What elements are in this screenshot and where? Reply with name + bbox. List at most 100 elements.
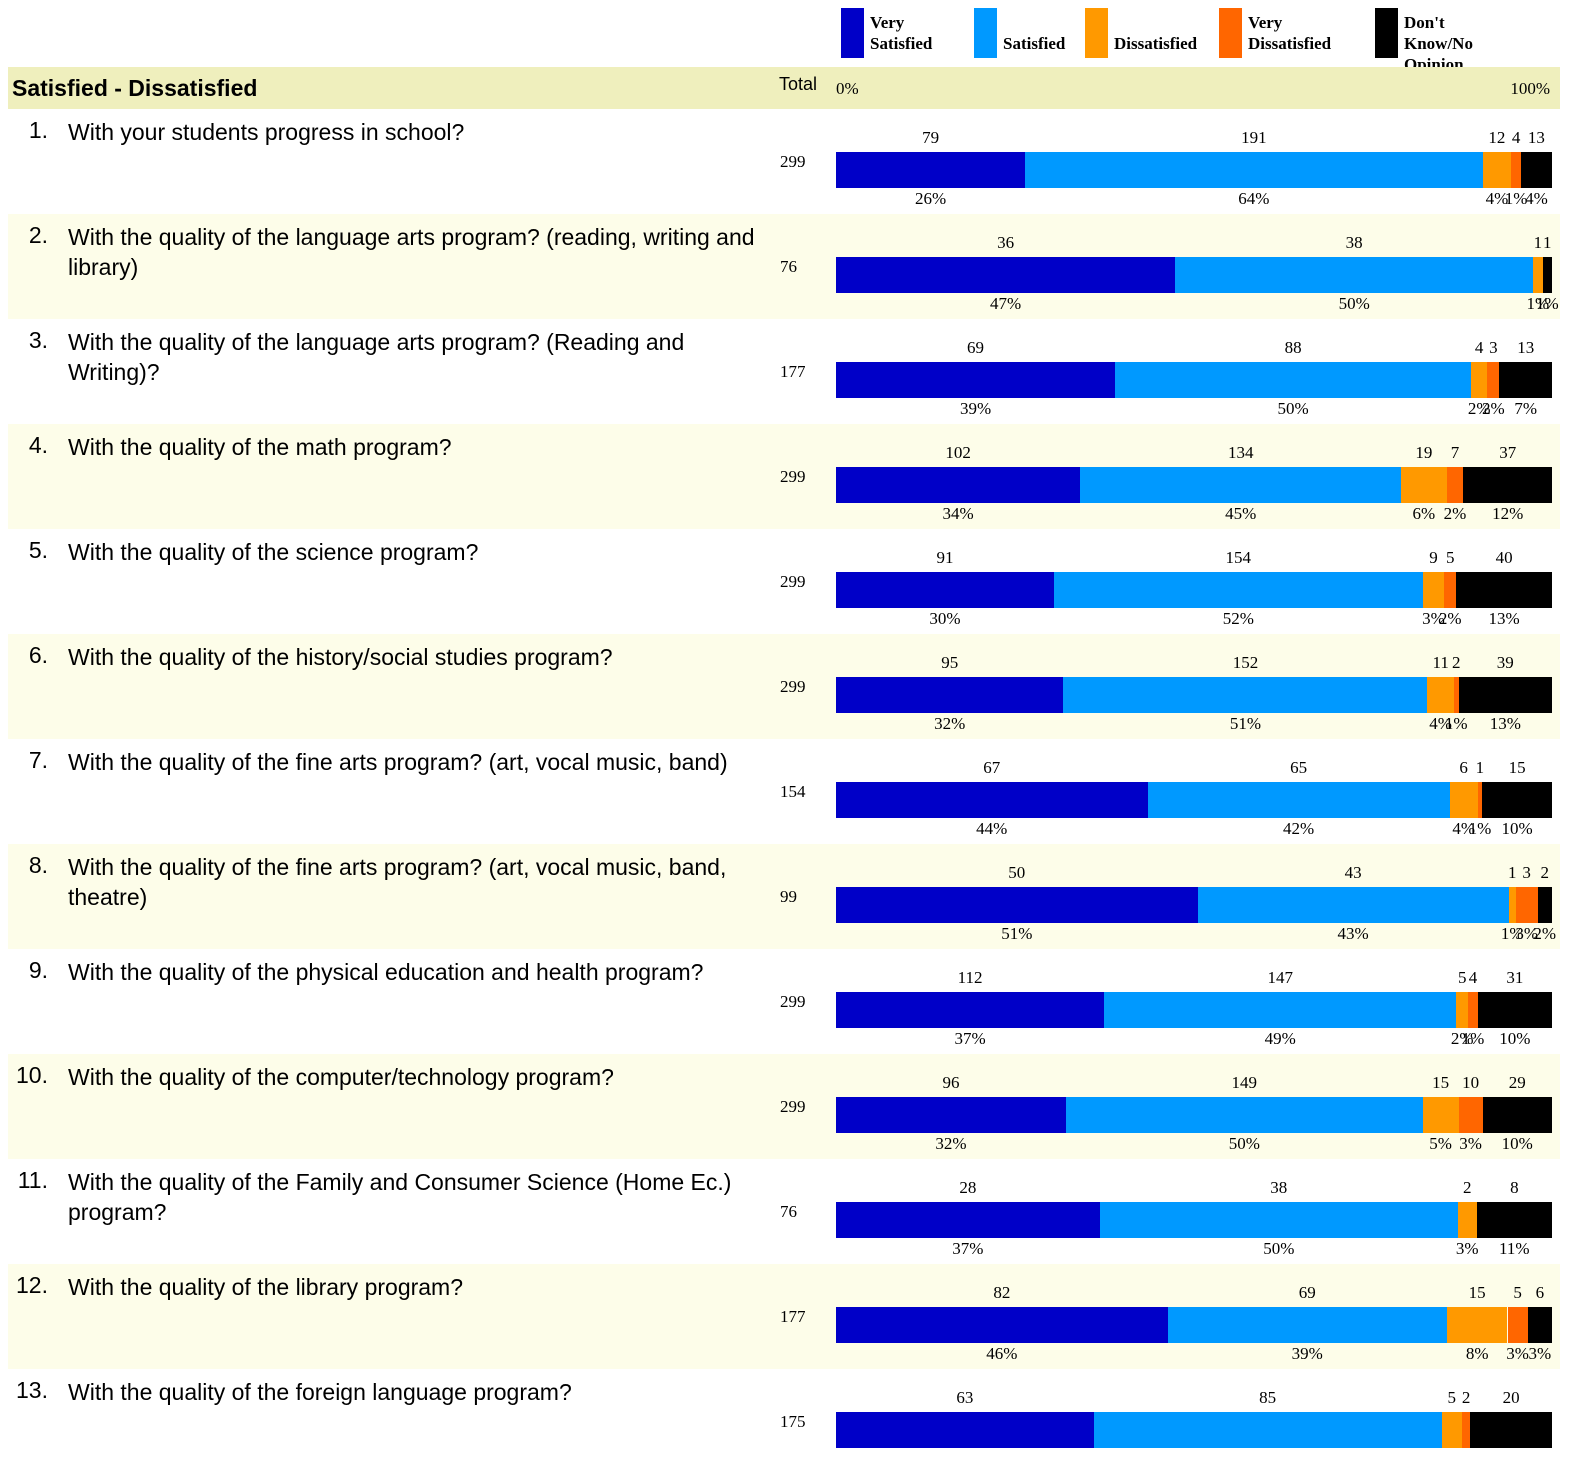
count-label: 28: [959, 1178, 977, 1197]
count-label: 38: [1345, 233, 1363, 252]
legend-label: Very Satisfied: [870, 13, 933, 53]
question-row: 102 34% 134 45% 19 6% 7 2% 37 12% 4. With the quali…: [8, 424, 1560, 529]
bar-segment: [836, 992, 1105, 1028]
bar-segment: [836, 572, 1054, 608]
question-text: With the quality of the Family and Consu…: [68, 1169, 732, 1225]
count-label: 7: [1450, 443, 1460, 462]
row-total: 299: [780, 1097, 806, 1116]
count-label: 154: [1225, 548, 1252, 567]
row-total: 76: [780, 1202, 797, 1221]
legend-swatch: [974, 8, 997, 58]
question-row: 79 26% 191 64% 12 4% 4 1% 13 4% 1. With your studen…: [8, 109, 1560, 214]
count-label: 2: [1540, 863, 1550, 882]
stacked-bar: [836, 152, 1552, 188]
count-label: 2: [1461, 1388, 1471, 1407]
percent-label: 3%: [1422, 609, 1445, 628]
bar-segment: [1482, 782, 1552, 818]
stacked-bar: [836, 362, 1552, 398]
bar-segment: [1458, 1097, 1483, 1133]
question-number: 9.: [28, 957, 48, 983]
row-total: 76: [780, 257, 797, 276]
count-label: 38: [1270, 1178, 1288, 1197]
count-label: 4: [1468, 968, 1478, 987]
count-label: 15: [1432, 1073, 1450, 1092]
bar-segment: [1053, 572, 1423, 608]
percent-label: 1%: [1504, 189, 1528, 208]
bar-segment: [1401, 467, 1447, 503]
percent-label: 34%: [942, 504, 974, 523]
percent-label: 4%: [1485, 189, 1509, 208]
axis-min-label: 0%: [836, 79, 859, 98]
bar-segment: [1197, 887, 1509, 923]
bar-segment: [1456, 572, 1552, 608]
percent-label: 1%: [1461, 1029, 1485, 1048]
percent-label: 32%: [934, 714, 966, 733]
bar-segment: [1537, 887, 1552, 923]
bar-segment: [1446, 467, 1464, 503]
percent-label: 50%: [1228, 1134, 1260, 1153]
bar-segment: [836, 1412, 1094, 1448]
bar-segment: [1507, 1307, 1528, 1343]
question-text: With the quality of the physical educati…: [68, 959, 704, 985]
question-number: 11.: [17, 1167, 48, 1193]
percent-label: 5%: [1429, 1134, 1452, 1153]
percent-label: 1%: [1468, 819, 1492, 838]
question-text: With the quality of the computer/technol…: [68, 1064, 614, 1090]
count-label: 20: [1502, 1388, 1520, 1407]
stacked-bar: [836, 1202, 1552, 1238]
percent-label: 64%: [1238, 189, 1270, 208]
percent-label: 3%: [1506, 1344, 1529, 1363]
bar-segment: [1458, 677, 1552, 713]
count-label: 5: [1513, 1283, 1522, 1302]
bar-segment: [1099, 1202, 1458, 1238]
percent-label: 44%: [976, 819, 1008, 838]
count-label: 191: [1241, 128, 1267, 147]
bar-segment: [1542, 257, 1552, 293]
question-row: 36 47% 38 50% 1 1% 1 1% 2. With the quality of th…: [8, 214, 1560, 319]
count-label: 63: [956, 1388, 974, 1407]
percent-label: 1%: [1535, 294, 1559, 313]
percent-label: 37%: [952, 1239, 984, 1258]
row-total: 154: [780, 782, 806, 801]
bar-segment: [1482, 152, 1512, 188]
count-label: 13: [1527, 128, 1545, 147]
row-total: 177: [780, 1307, 806, 1326]
count-label: 40: [1495, 548, 1513, 567]
bar-segment: [1461, 1412, 1471, 1448]
percent-label: 52%: [1222, 609, 1254, 628]
count-label: 95: [941, 653, 959, 672]
count-label: 29: [1508, 1073, 1526, 1092]
percent-label: 1%: [1526, 294, 1550, 313]
question-row: 28 37% 38 50% 2 3% 8 11% 11. With the quality of …: [8, 1159, 1560, 1264]
question-text: With your students progress in school?: [68, 119, 465, 145]
bar-segment: [1422, 572, 1445, 608]
question-number: 12.: [16, 1272, 48, 1298]
percent-label: 43%: [1337, 924, 1369, 943]
count-label: 134: [1227, 443, 1254, 462]
question-number: 4.: [28, 432, 48, 458]
question-number: 1.: [28, 117, 48, 143]
bar-segment: [1115, 362, 1472, 398]
percent-label: 42%: [1283, 819, 1315, 838]
percent-label: 51%: [1229, 714, 1262, 733]
bar-segment: [836, 362, 1116, 398]
stacked-bar: [836, 782, 1552, 818]
count-label: 3: [1522, 863, 1531, 882]
stacked-bar: [836, 887, 1552, 923]
question-text: With the quality of the history/social s…: [68, 644, 613, 670]
count-label: 1: [1543, 233, 1552, 252]
bar-segment: [1167, 1307, 1447, 1343]
count-label: 9: [1429, 548, 1438, 567]
legend-swatch: [1085, 8, 1108, 58]
question-text: With the quality of the foreign language…: [68, 1379, 572, 1405]
bar-segment: [836, 152, 1026, 188]
bar-segment: [1477, 782, 1483, 818]
count-label: 11: [1432, 653, 1449, 672]
question-text: With the quality of the fine arts progra…: [68, 749, 728, 775]
percent-label: 10%: [1501, 1134, 1533, 1153]
percent-label: 10%: [1501, 819, 1533, 838]
legend-label: Dissatisfied: [1114, 34, 1198, 53]
axis-max-label: 100%: [1510, 79, 1550, 98]
count-label: 12: [1488, 128, 1506, 147]
count-label: 36: [997, 233, 1015, 252]
